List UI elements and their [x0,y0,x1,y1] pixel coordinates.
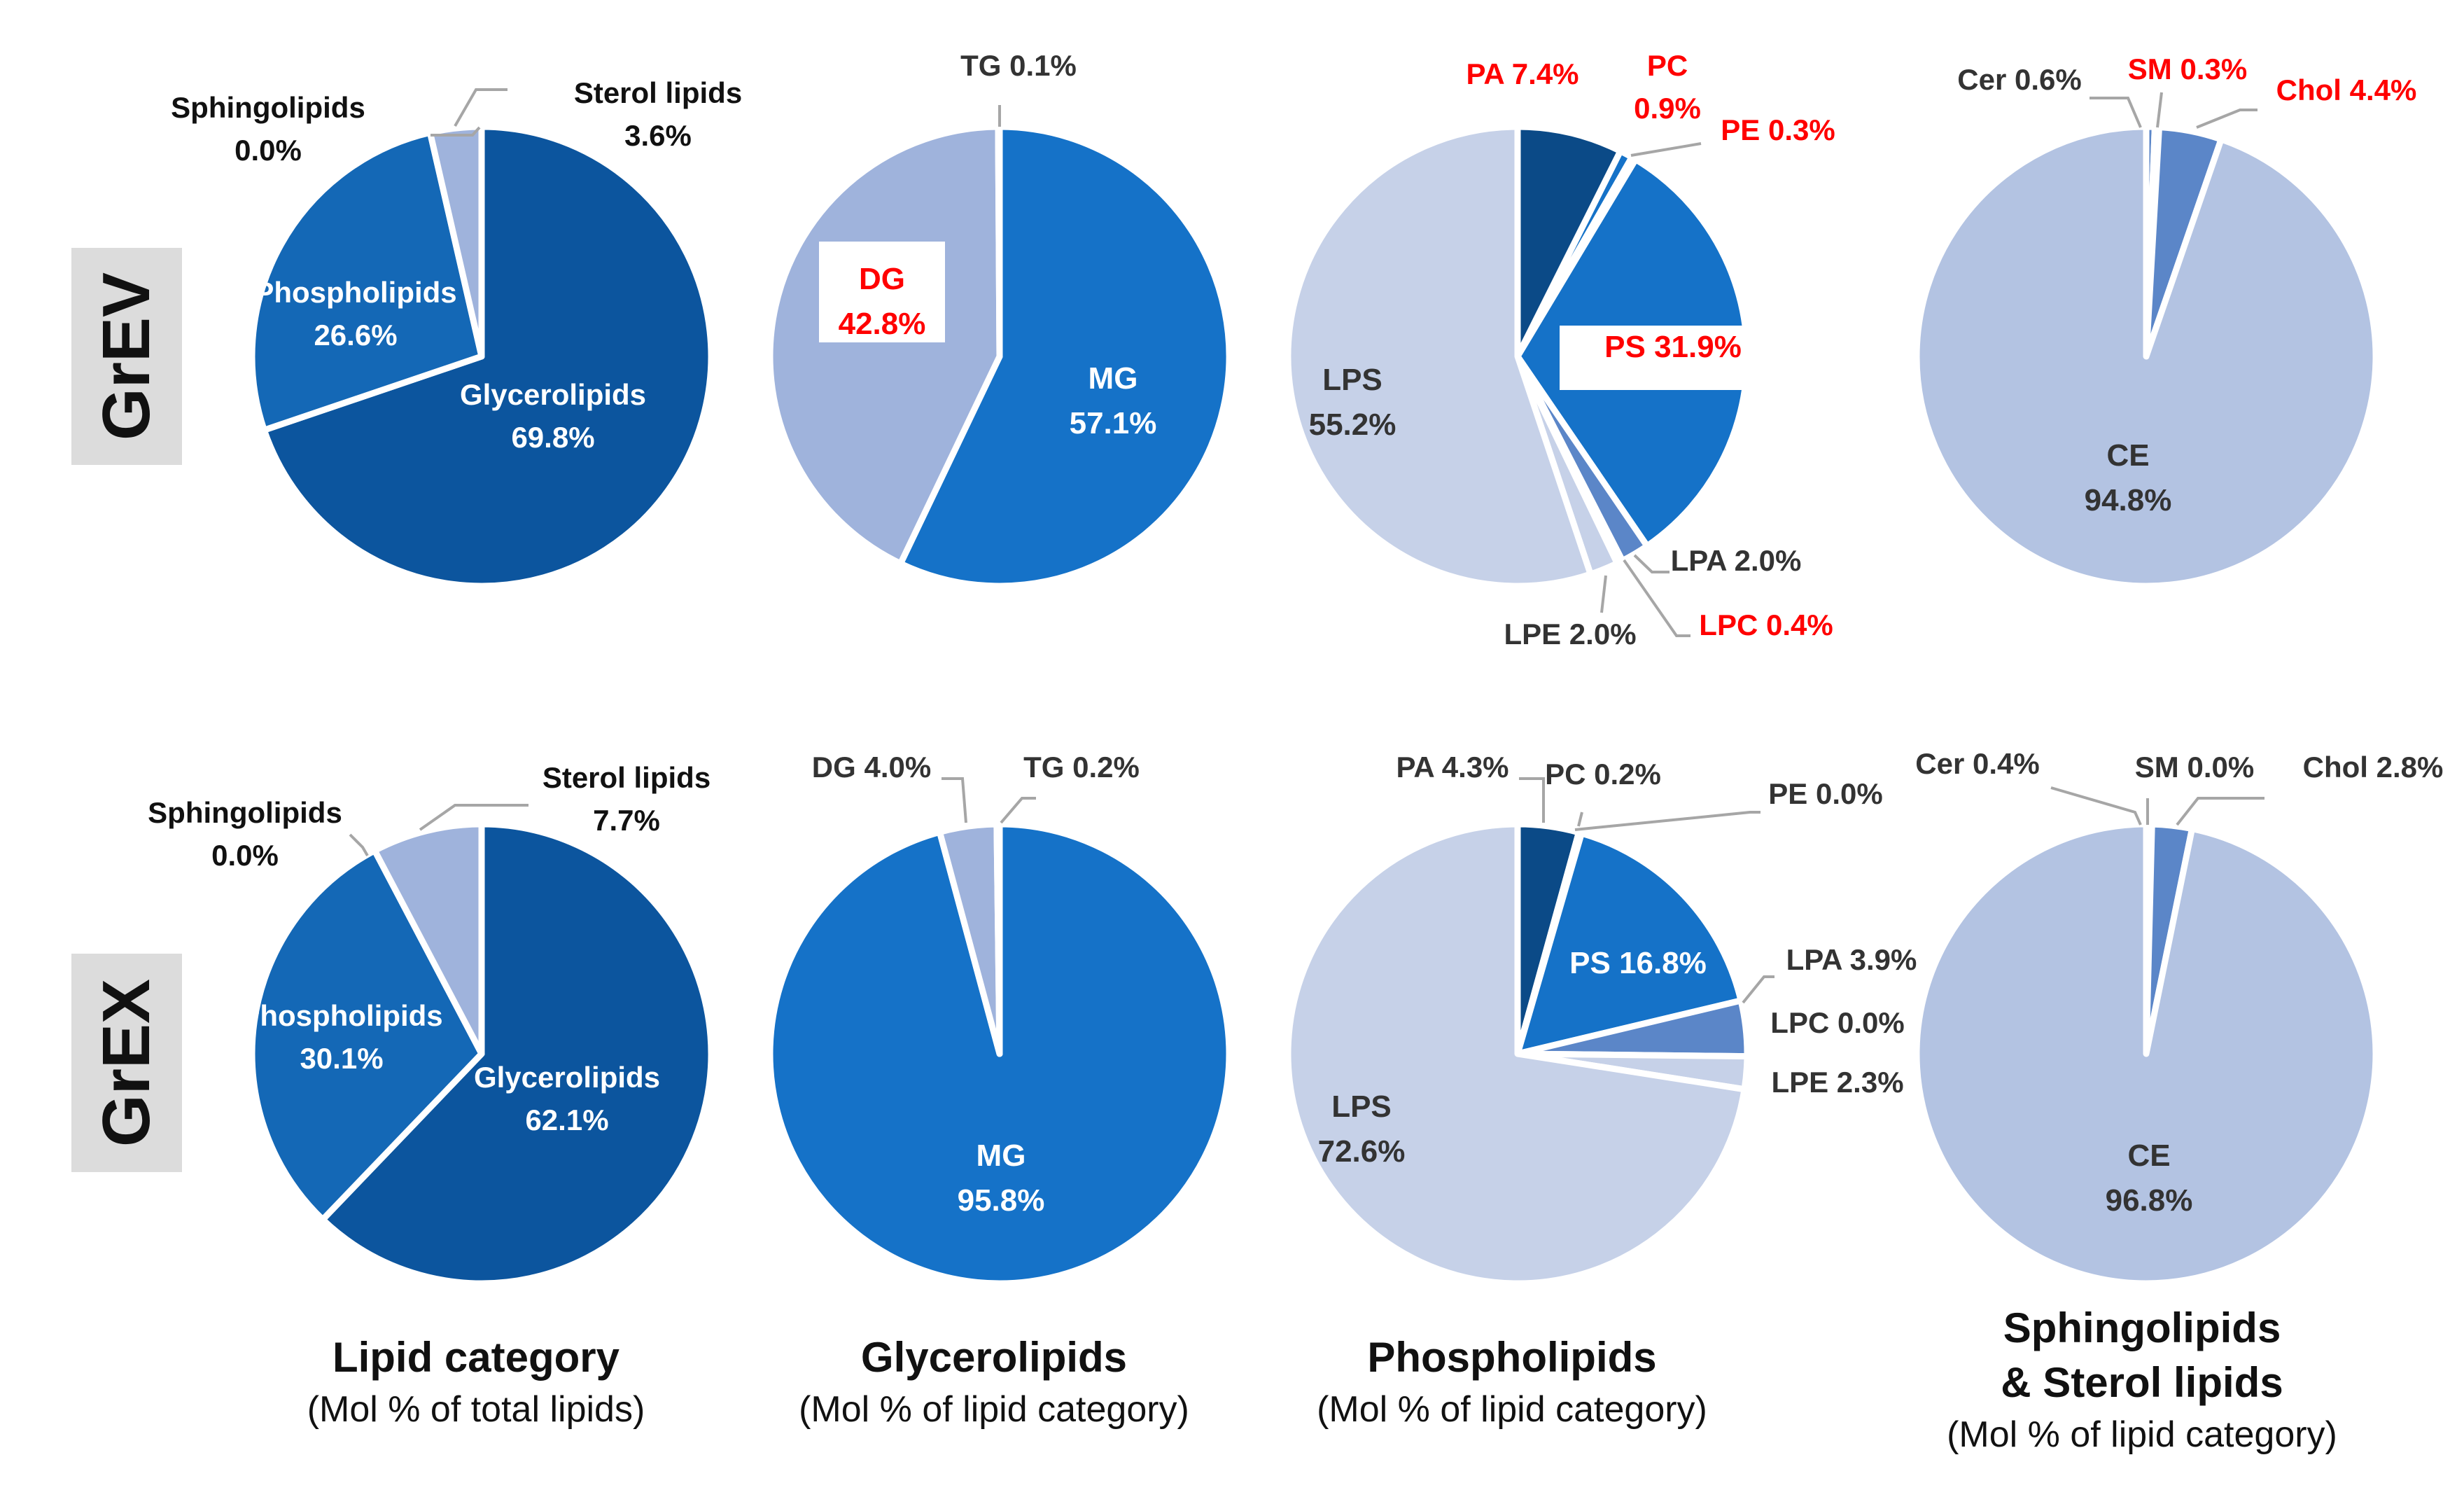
data-label-tg: TG 0.2% [1023,751,1140,784]
pie-slice-ce [1913,821,2379,1287]
pie-slice-sterol-lipids [426,123,485,360]
caption-title-line2: & Sterol lipids [2001,1359,2283,1406]
pie-slice-mg [897,123,1233,590]
leader-line-cer [2050,786,2142,826]
row-label-grex: GrEX [71,954,182,1172]
data-label-ce: CE 96.8% [2106,1139,2193,1218]
leader-line-pe [1630,142,1702,157]
data-label-lps: LPS 72.6% [1318,1089,1406,1169]
data-label-sterol-lipids: Sterol lipids 3.6% [574,76,742,152]
pie-slice-ce [1913,123,2379,590]
caption-subtitle: (Mol % of lipid category) [1317,1389,1707,1430]
label-highlight-box [819,242,945,342]
leader-line-tg [1000,797,1036,824]
pie-slice-lps [1284,821,1748,1287]
data-label-glycerolipids: Glycerolipids 69.8% [460,378,646,454]
data-label-phospholipids: Phospholipids 30.1% [240,999,442,1075]
leader-line-lpc [1623,559,1690,637]
leader-line-pc [1577,812,1583,827]
caption-title-line1: Sphingolipids [2003,1304,2281,1351]
leader-line-sm [2156,92,2163,128]
data-label-chol: Chol 4.4% [2276,74,2417,106]
caption-subtitle: (Mol % of lipid category) [1947,1414,2337,1455]
data-label-cer: Cer 0.4% [1915,747,2039,780]
caption-glycerolipids: Glycerolipids (Mol % of lipid category) [742,1330,1246,1434]
data-label-phospholipids: Phospholipids 26.6% [254,276,456,351]
leader-line-cer [2090,97,2142,128]
pie-slice-sterol-lipids [371,821,485,1057]
caption-sphingolipids-sterol-lipids: Sphingolipids & Sterol lipids (Mol % of … [1883,1301,2401,1459]
pie-chart: Cer 0.6% SM 0.3% Chol 4.4% CE 94.8% [1913,53,2417,590]
data-label-sm: SM 0.3% [2128,53,2247,85]
leader-line-chol [2196,109,2258,129]
data-label-sterol-lipids: Sterol lipids 7.7% [542,761,710,837]
data-label-pa: PA 4.3% [1396,751,1508,784]
data-label-mg: MG 57.1% [1070,361,1157,440]
data-label-lpa: LPA 2.0% [1671,544,1802,577]
caption-title: Glycerolipids [860,1334,1128,1381]
caption-subtitle: (Mol % of total lipids) [307,1389,645,1430]
data-label-dg: DG 4.0% [812,751,931,784]
leader-line-sphingolipids [430,126,481,137]
pie-slice-glycerolipids [260,123,715,590]
pie-chart: PA 7.4% PC 0.9% PE 0.3% PS 31.9% LPA 2.0% LPC … [1284,49,1835,650]
pie-chart: Glycerolipids 69.8%Phospholipids 26.6% Sphi… [171,76,742,590]
caption-title: Phospholipids [1367,1334,1657,1381]
leader-line-lpa [1633,554,1670,573]
leader-line-pa [1519,777,1545,823]
leader-line-sterol lipids [419,804,528,831]
data-label-pa: PA 7.4% [1466,57,1578,90]
leader-line-lpa [1742,975,1774,1004]
data-label-ps: PS 31.9% [1604,330,1742,364]
data-label-pe: PE 0.3% [1721,113,1835,146]
pie-chart: MG 57.1% DG 42.8% TG 0.1% [766,49,1233,590]
data-label-mg: MG 95.8% [958,1139,1045,1218]
data-label-pe: PE 0.0% [1768,777,1882,810]
data-label-cer: Cer 0.6% [1957,63,2081,96]
data-label-chol: Chol 2.8% [2303,751,2444,784]
data-label-lps: LPS 55.2% [1309,363,1396,442]
data-label-lpc: LPC 0.4% [1699,608,1833,641]
data-label-tg: TG 0.1% [960,49,1077,82]
pie-slice-tg [993,821,1003,1057]
data-label-pc: PC 0.2% [1545,758,1661,791]
pie-slice-phospholipids [248,847,485,1223]
data-label-lpe: LPE 2.0% [1504,618,1636,650]
data-label-ce: CE 94.8% [2085,438,2172,517]
pie-slice-glycerolipids [319,821,715,1287]
pie-slice-ps [1514,830,1744,1057]
leader-line-dg [941,777,967,823]
data-label-sphingolipids: Sphingolipids 0.0% [171,91,365,167]
data-label-ps: PS 16.8% [1569,946,1707,980]
pie-slice-tg [995,123,1003,360]
data-label-pc: PC 0.9% [1634,49,1701,125]
data-label-sphingolipids: Sphingolipids 0.0% [148,796,342,872]
leader-line-chol [2176,797,2264,826]
row-label-grev: GrEV [71,248,182,465]
leader-line-sphingolipids [349,833,369,857]
data-label-lpe: LPE 2.3% [1771,1066,1903,1099]
pie-slice-lps [1284,123,1594,590]
pie-chart: Cer 0.4% SM 0.0% Chol 2.8% CE 96.8% [1913,747,2444,1287]
caption-phospholipids: Phospholipids (Mol % of lipid category) [1260,1330,1764,1434]
pie-chart: PA 4.3% PC 0.2% PE 0.0% PS 16.8% LPA 3.9% LPC… [1284,751,1917,1287]
caption-title: Lipid category [332,1334,620,1381]
caption-lipid-category: Lipid category (Mol % of total lipids) [231,1330,721,1434]
leader-line-sterol lipids [454,88,507,127]
pie-slice-phospholipids [248,129,485,433]
label-highlight-box [1560,326,1786,390]
data-label-lpa: LPA 3.9% [1786,943,1917,976]
data-label-dg: DG 42.8% [839,262,926,341]
pie-slice-dg [766,123,1003,567]
pie-chart: Glycerolipids 62.1% Phospholipids 30.1% Sphi… [148,761,715,1287]
data-label-lpc: LPC 0.0% [1770,1006,1904,1039]
caption-subtitle: (Mol % of lipid category) [799,1389,1189,1430]
leader-line-pe [1574,811,1760,831]
pie-chart: MG 95.8% DG 4.0% TG 0.2% [766,751,1233,1287]
leader-line-lpe [1600,575,1607,613]
data-label-sm: SM 0.0% [2135,751,2254,784]
data-label-glycerolipids: Glycerolipids 62.1% [474,1061,660,1136]
